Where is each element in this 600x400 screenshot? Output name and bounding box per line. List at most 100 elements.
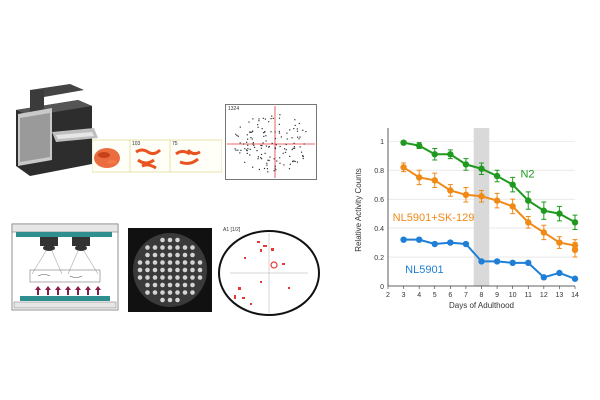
well-spot: [167, 267, 173, 273]
well-spot: [145, 275, 150, 280]
data-point: [556, 269, 563, 277]
x-tick-label: 10: [509, 292, 517, 299]
data-point: [540, 274, 548, 281]
well-spot: [145, 290, 150, 295]
data-point: [415, 142, 423, 149]
frame-dot: [303, 143, 305, 145]
frame-dot: [235, 133, 237, 135]
well-spot: [182, 252, 188, 258]
frame-dot: [237, 135, 239, 137]
x-tick-label: 13: [556, 292, 564, 299]
frame-dot: [284, 148, 286, 150]
well-spot: [167, 260, 173, 265]
well-spot: [190, 260, 195, 265]
data-point: [478, 258, 485, 265]
frame-dot: [278, 117, 281, 119]
position-scatter-plot: [218, 230, 320, 316]
data-point: [400, 164, 407, 171]
frame-dot: [260, 157, 262, 159]
scatter-label: A1 [1/2]: [223, 227, 241, 233]
frame-dot: [268, 121, 270, 123]
frame-dot: [291, 137, 293, 139]
well-spot: [145, 245, 150, 250]
strip-label-2: 75: [172, 141, 178, 147]
well-spot: [160, 237, 165, 243]
frame-dot: [289, 163, 291, 165]
frame-dot: [302, 155, 304, 157]
data-point: [571, 219, 579, 226]
frame-dot: [264, 152, 266, 154]
well-spot: [197, 275, 203, 280]
y-tick-label: 0.2: [374, 255, 384, 262]
frame-dot: [244, 161, 246, 163]
frame-dot: [275, 144, 277, 146]
frame-dot: [246, 152, 248, 154]
frame-label: 1324: [228, 106, 240, 112]
frame-dot: [266, 164, 268, 166]
well-spot: [182, 275, 188, 280]
well-spot: [160, 260, 165, 265]
well-spot: [167, 237, 173, 243]
well-spot: [175, 282, 180, 288]
frame-dot: [249, 154, 251, 156]
frame-dot: [292, 147, 294, 149]
y-axis-label: Relative Activity Counts: [354, 168, 363, 252]
frame-dot: [251, 131, 254, 133]
data-point: [447, 151, 454, 158]
data-point: [400, 236, 407, 243]
frame-dot: [234, 148, 236, 150]
data-point: [447, 239, 454, 246]
frame-dot: [280, 136, 282, 138]
well-spot: [182, 245, 188, 250]
data-point: [431, 151, 438, 158]
frame-dot: [246, 134, 248, 136]
frame-dot: [296, 161, 299, 163]
series-line-1: [403, 166, 576, 250]
frame-dot: [248, 121, 250, 123]
frame-dot: [237, 149, 239, 151]
frame-dot: [252, 118, 254, 120]
frame-dot: [257, 156, 259, 158]
well-spot: [167, 252, 173, 258]
y-tick-label: 1: [380, 139, 384, 146]
frame-dot: [240, 149, 242, 151]
y-tick-label: 0: [380, 284, 384, 291]
frame-dot: [262, 142, 264, 144]
frame-dot: [273, 158, 275, 160]
data-point: [462, 240, 470, 248]
well-spot: [167, 297, 173, 303]
frame-dot: [299, 136, 301, 138]
well-spot: [160, 297, 165, 303]
tracking-frame-plot: [225, 104, 317, 180]
well-spot: [182, 282, 188, 288]
frame-dot: [258, 118, 260, 120]
well-plate-micrograph: [128, 228, 212, 312]
frame-dot: [256, 150, 258, 152]
well-spot: [152, 290, 158, 295]
data-point: [540, 207, 548, 214]
frame-dot: [257, 124, 259, 126]
frame-dot: [270, 118, 272, 120]
frame-dot: [253, 144, 255, 146]
well-spot: [182, 260, 188, 265]
data-point: [415, 174, 423, 181]
x-tick-label: 4: [417, 292, 421, 299]
frame-dot: [239, 142, 241, 144]
frame-dot: [246, 141, 248, 143]
well-spot: [175, 260, 180, 265]
frame-dot: [257, 126, 259, 128]
data-point: [556, 239, 563, 246]
frame-dot: [270, 131, 272, 133]
frame-dot: [293, 142, 295, 144]
frame-dot: [278, 123, 280, 125]
data-point: [493, 258, 501, 265]
frame-dot: [283, 164, 285, 166]
x-tick-label: 12: [540, 292, 548, 299]
well-spot: [145, 252, 150, 258]
data-point: [462, 191, 470, 198]
frame-dot: [274, 137, 276, 140]
frame-dot: [246, 150, 248, 152]
well-spot: [190, 275, 195, 280]
frame-dot: [293, 146, 295, 148]
frame-dot: [247, 144, 249, 146]
